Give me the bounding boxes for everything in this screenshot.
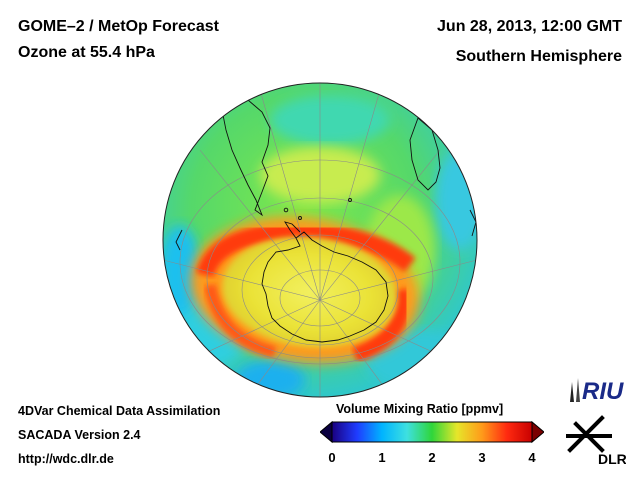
colorbar-gradient: [331, 421, 533, 443]
ozone-field: [163, 83, 477, 397]
title-line2: Ozone at 55.4 hPa: [18, 44, 155, 61]
riu-logo-text: RIU: [582, 378, 624, 405]
footer-url[interactable]: http://wdc.dlr.de: [18, 452, 114, 466]
dlr-logo: DLR: [566, 415, 626, 467]
riu-logo: RIU: [570, 378, 624, 405]
coastlines: [175, 94, 477, 343]
colorbar-title: Volume Mixing Ratio [ppmv]: [336, 402, 504, 416]
colorbar-tick-label: 4: [528, 450, 536, 465]
dlr-logo-text: DLR: [598, 451, 626, 467]
title-line1: GOME–2 / MetOp Forecast: [18, 18, 219, 35]
graticule: [163, 83, 477, 397]
hemisphere-label: Southern Hemisphere: [455, 48, 622, 65]
colorbar-high-arrow: [531, 420, 544, 444]
colorbar-low-arrow: [320, 420, 333, 444]
antarctica-coastline: [261, 231, 389, 343]
south-america-coastline: [221, 94, 271, 217]
ozone-globe-map: [162, 82, 478, 398]
footer-version: SACADA Version 2.4: [18, 428, 141, 442]
colorbar-tick-label: 1: [378, 450, 386, 465]
colorbar-tick-label: 2: [428, 450, 436, 465]
colorbar: [320, 420, 544, 444]
colorbar-tick-label: 3: [478, 450, 486, 465]
globe-outline: [162, 82, 478, 398]
africa-coastline: [409, 117, 441, 191]
footer-assimilation: 4DVar Chemical Data Assimilation: [18, 404, 221, 418]
colorbar-tick-label: 0: [328, 450, 336, 465]
datetime-label: Jun 28, 2013, 12:00 GMT: [437, 18, 622, 35]
